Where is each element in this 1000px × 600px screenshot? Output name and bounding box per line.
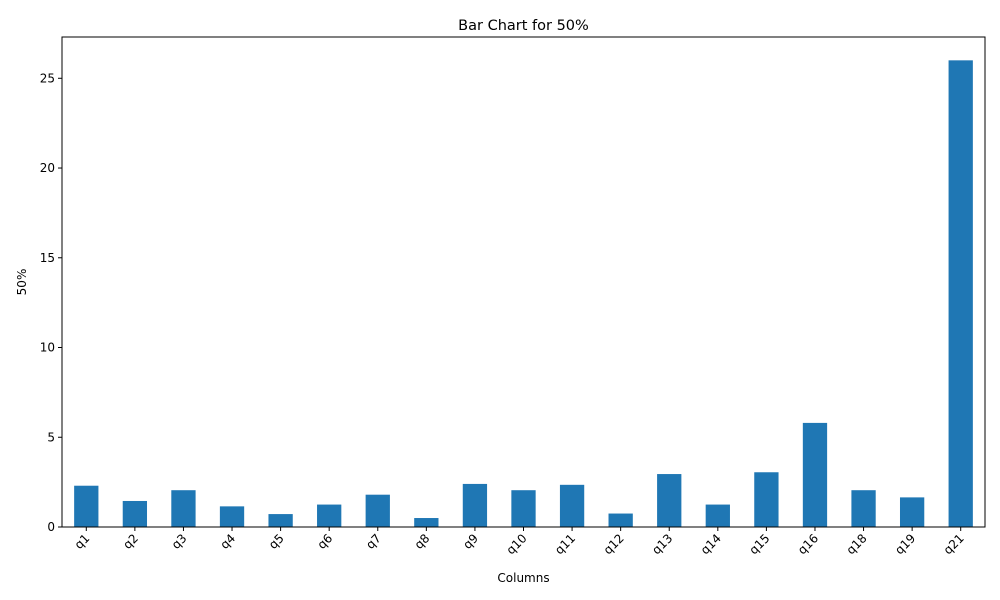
- bar-q4: [219, 506, 245, 527]
- x-tick-label-q18: q18: [844, 531, 870, 557]
- bar-q13: [657, 474, 682, 527]
- x-tick-label-q12: q12: [601, 531, 627, 557]
- bar-q15: [754, 472, 779, 527]
- y-axis: 0 5 10 15 20 25: [40, 71, 62, 534]
- bar-q14: [705, 504, 730, 527]
- x-tick-label-q8: q8: [412, 531, 433, 552]
- bar-q21: [948, 60, 973, 527]
- chart-title: Bar Chart for 50%: [458, 18, 589, 34]
- bar-q19: [899, 497, 925, 527]
- x-tick-label-q21: q21: [941, 531, 967, 557]
- x-tick-label-q7: q7: [363, 531, 384, 552]
- x-tick-label-q16: q16: [795, 531, 821, 557]
- bar-q18: [851, 490, 876, 527]
- bar-q5: [268, 514, 293, 527]
- y-tick-label-15: 15: [40, 251, 55, 265]
- x-tick-label-q9: q9: [460, 531, 481, 552]
- bar-q16: [802, 422, 828, 527]
- x-axis: q1 q2 q3 q4 q5 q6 q7 q8 q9 q10 q11 q12 q13 q14 q15 q16 q…: [72, 527, 967, 557]
- x-tick-label-q10: q10: [504, 531, 530, 557]
- bar-q2: [122, 500, 148, 527]
- bar-q6: [317, 504, 342, 527]
- bar-q9: [462, 483, 488, 527]
- y-axis-title: 50%: [15, 269, 29, 296]
- bar-q1: [74, 485, 99, 527]
- bar-q7: [365, 494, 390, 527]
- x-tick-label-q1: q1: [72, 531, 93, 552]
- bar-q3: [171, 490, 196, 527]
- x-tick-label-q2: q2: [120, 531, 141, 552]
- x-tick-label-q13: q13: [649, 531, 675, 557]
- y-tick-label-5: 5: [47, 430, 55, 444]
- x-tick-label-q15: q15: [746, 531, 772, 557]
- plot-frame: [61, 36, 986, 528]
- y-tick-label-25: 25: [40, 71, 55, 85]
- y-tick-label-20: 20: [40, 161, 55, 175]
- x-tick-label-q14: q14: [698, 531, 724, 557]
- x-tick-label-q5: q5: [266, 531, 287, 552]
- bar-q11: [559, 484, 585, 527]
- bars-layer: [74, 60, 973, 527]
- bar-q8: [414, 518, 439, 527]
- y-tick-label-0: 0: [47, 520, 55, 534]
- y-tick-label-10: 10: [40, 341, 55, 355]
- x-tick-label-q4: q4: [217, 531, 238, 552]
- x-tick-label-q19: q19: [892, 531, 918, 557]
- x-axis-title: Columns: [497, 571, 549, 585]
- x-tick-label-q6: q6: [315, 531, 336, 552]
- x-tick-label-q3: q3: [169, 531, 190, 552]
- bar-q10: [511, 490, 536, 527]
- bar-q12: [608, 513, 633, 527]
- x-tick-label-q11: q11: [552, 531, 578, 557]
